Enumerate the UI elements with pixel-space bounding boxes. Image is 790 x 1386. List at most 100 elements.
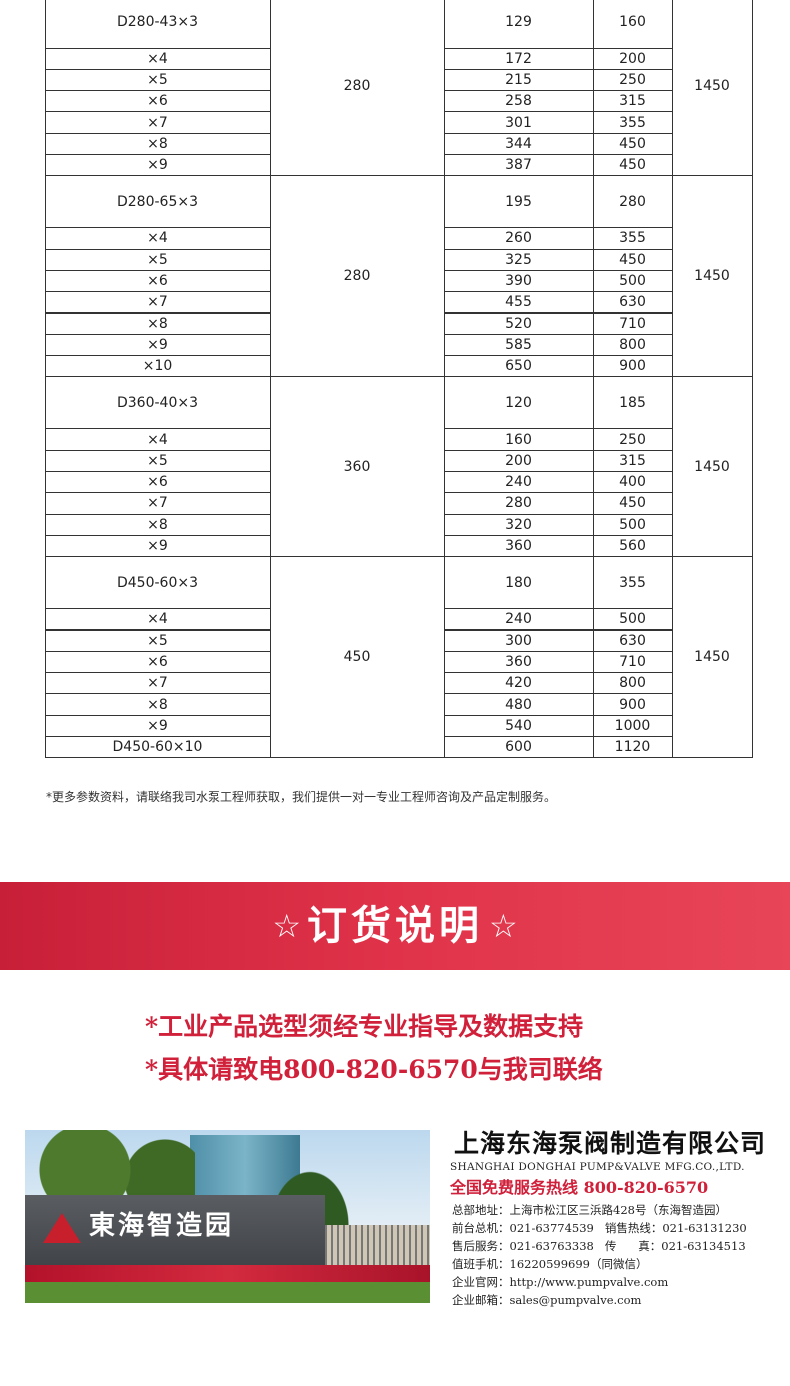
flow-cell: 420 [443,672,594,695]
model-cell: ×5 [44,68,271,92]
model-cell: ×8 [44,513,271,536]
company-logo-icon [43,1213,81,1243]
power-cell: 450 [592,132,673,155]
model-cell: D280-43×3 [44,0,271,49]
model-cell: D450-60×3 [44,556,271,610]
model-cell: ×7 [44,492,271,515]
email-link[interactable]: 企业邮箱：sales@pumpvalve.com [452,1293,642,1307]
flow-cell: 650 [443,355,594,378]
flow-cell: 390 [443,269,594,293]
model-cell: D280-65×3 [44,175,271,229]
model-cell: ×10 [44,355,271,378]
flow-cell: 160 [443,428,594,451]
power-cell: 450 [592,492,673,515]
model-cell: ×8 [44,312,271,335]
speed-cell: 1450 [671,175,753,378]
model-cell: ×9 [44,333,271,357]
gate [325,1225,430,1270]
flow-cell: 180 [443,556,594,610]
power-cell: 1000 [592,714,673,737]
power-cell: 450 [592,248,673,271]
flow-cell: 172 [443,47,594,70]
power-cell: 800 [592,333,673,357]
flow-cell: 344 [443,132,594,155]
model-cell: ×8 [44,693,271,716]
power-cell: 630 [592,291,673,314]
flow-cell: 480 [443,693,594,716]
flow-cell: 520 [443,312,594,335]
model-cell: ×9 [44,534,271,558]
flow-cell: 240 [443,471,594,494]
flower-bed [25,1265,430,1285]
model-cell: ×6 [44,650,271,674]
banner-title: 订货说明 [307,903,483,949]
power-cell: 800 [592,672,673,695]
star-icon: ☆ [272,907,301,945]
model-cell: ×5 [44,629,271,652]
power-cell: 355 [592,111,673,134]
power-cell: 500 [592,513,673,536]
flow-cell: 129 [443,0,594,49]
power-cell: 500 [592,269,673,293]
size-cell: 360 [269,376,445,558]
speed-cell: 1450 [671,556,753,759]
model-cell: ×4 [44,608,271,631]
hotline: 全国免费服务热线 800-820-6570 [450,1178,709,1197]
power-cell: 250 [592,68,673,92]
flow-cell: 200 [443,449,594,472]
order-line-2: *具体请致电800-820-6570与我司联络 [145,1055,603,1084]
flow-cell: 585 [443,333,594,357]
model-cell: D360-40×3 [44,376,271,430]
address: 总部地址：上海市松江区三浜路428号（东海智造园） [452,1203,727,1217]
model-cell: ×9 [44,154,271,177]
order-info-banner: ☆ 订货说明 ☆ [0,882,790,970]
power-cell: 560 [592,534,673,558]
size-cell: 450 [269,556,445,759]
flow-cell: 280 [443,492,594,515]
flow-cell: 195 [443,175,594,229]
flow-cell: 215 [443,68,594,92]
mobile-line: 值班手机：16220599699（同微信） [452,1257,648,1271]
power-cell: 315 [592,90,673,113]
model-cell: ×4 [44,227,271,250]
power-cell: 710 [592,312,673,335]
model-cell: ×7 [44,291,271,314]
lawn [25,1282,430,1303]
flow-cell: 387 [443,154,594,177]
flow-cell: 240 [443,608,594,631]
speed-cell: 1450 [671,0,753,177]
model-cell: ×6 [44,90,271,113]
flow-cell: 120 [443,376,594,430]
company-name-cn: 上海东海泵阀制造有限公司 [454,1129,767,1158]
flow-cell: 600 [443,736,594,759]
power-cell: 900 [592,693,673,716]
sign-text: 東海智造园 [89,1211,235,1241]
power-cell: 355 [592,227,673,250]
power-cell: 710 [592,650,673,674]
model-cell: D450-60×10 [44,736,271,759]
model-cell: ×8 [44,132,271,155]
power-cell: 250 [592,428,673,451]
flow-cell: 260 [443,227,594,250]
company-park-photo: 東海智造园 [25,1130,430,1303]
model-cell: ×7 [44,672,271,695]
website-link[interactable]: 企业官网：http://www.pumpvalve.com [452,1275,669,1289]
flow-cell: 455 [443,291,594,314]
star-icon: ☆ [489,907,518,945]
flow-cell: 325 [443,248,594,271]
power-cell: 315 [592,449,673,472]
company-name-en: SHANGHAI DONGHAI PUMP&VALVE MFG.CO.,LTD. [450,1161,745,1173]
flow-cell: 360 [443,650,594,674]
power-cell: 1120 [592,736,673,759]
service-line: 售后服务：021-63763338 传 真：021-63134513 [452,1239,746,1253]
power-cell: 185 [592,376,673,430]
sign-wall: 東海智造园 [25,1195,325,1270]
flow-cell: 301 [443,111,594,134]
flow-cell: 360 [443,534,594,558]
model-cell: ×6 [44,269,271,293]
flow-cell: 320 [443,513,594,536]
order-line-1: *工业产品选型须经专业指导及数据支持 [145,1012,584,1041]
power-cell: 200 [592,47,673,70]
power-cell: 280 [592,175,673,229]
power-cell: 160 [592,0,673,49]
